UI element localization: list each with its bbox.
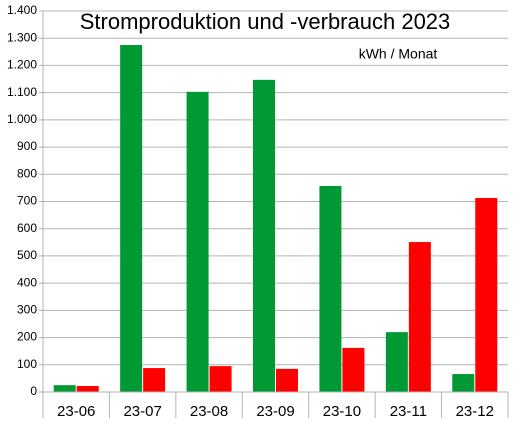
x-tick-label: 23-10 [323,403,361,420]
bar [475,197,498,392]
bar [120,45,143,393]
y-tick-label: 0 [30,384,37,398]
bar [209,366,232,392]
y-tick-label: 700 [17,194,37,208]
bar [276,368,298,392]
y-tick-label: 200 [17,330,37,344]
bar [253,79,275,392]
y-tick-label: 400 [17,275,37,289]
bar [143,368,166,392]
bar [76,386,99,392]
bar [385,332,408,392]
y-tick-label: 1.300 [7,30,37,44]
y-tick-label: 500 [17,248,37,262]
bar [408,242,431,392]
chart-title: Stromproduktion und -verbrauch 2023 [80,9,451,34]
y-tick-label: 1.400 [7,3,37,17]
y-tick-label: 1.200 [7,58,37,72]
x-tick-label: 23-11 [390,403,427,420]
x-tick-label: 23-07 [123,403,161,420]
bar [342,347,365,392]
y-tick-label: 100 [17,357,37,371]
bar [186,91,209,393]
y-tick-label: 1.100 [7,85,37,99]
y-tick-label: 1.000 [7,112,37,126]
annotation: kWh / Monat [359,46,438,62]
y-tick-label: 800 [17,166,37,180]
x-tick-label: 23-08 [190,403,228,420]
y-tick-label: 900 [17,139,37,153]
x-tick-label: 23-12 [456,403,494,420]
bar [53,385,76,392]
bar [452,374,475,392]
x-tick-label: 23-09 [256,403,294,420]
bar [319,185,342,392]
y-tick-label: 600 [17,221,37,235]
x-tick-label: 23-06 [57,403,95,420]
y-tick-label: 300 [17,303,37,317]
